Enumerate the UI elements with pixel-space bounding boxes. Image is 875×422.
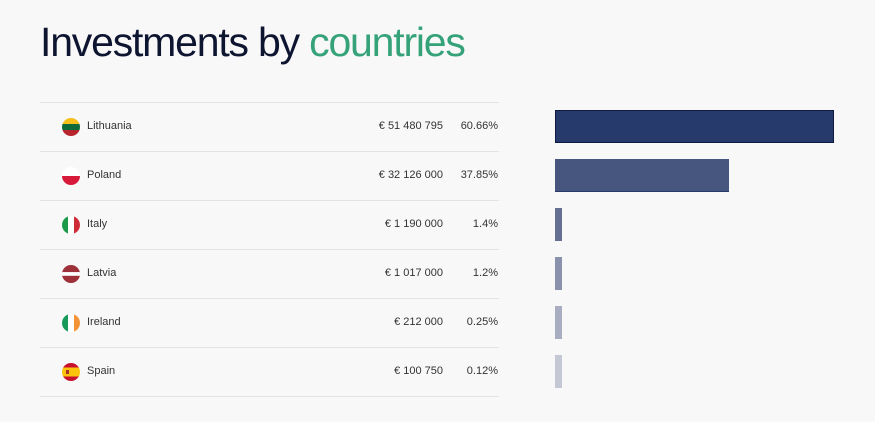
country-name: Poland [87, 169, 122, 181]
bar-chart [555, 102, 835, 396]
country-name: Spain [87, 365, 116, 377]
table-row: Italy € 1 190 000 1.4% [40, 201, 499, 250]
percent-value: 1.2% [472, 267, 498, 279]
table-row: Lithuania € 51 480 795 60.66% [40, 103, 499, 152]
percent-value: 60.66% [460, 120, 498, 132]
lithuania-flag-icon [62, 118, 80, 136]
amount-value: € 51 480 795 [378, 120, 443, 132]
countries-table: Lithuania € 51 480 795 60.66% Poland € 3… [40, 102, 499, 397]
bar-lithuania [555, 110, 834, 143]
ireland-flag-icon [62, 314, 80, 332]
bar-ireland [555, 306, 562, 339]
amount-value: € 1 190 000 [384, 218, 443, 230]
amount-value: € 100 750 [394, 365, 443, 377]
italy-flag-icon [62, 216, 80, 234]
bar-slot [555, 151, 835, 200]
bar-slot [555, 298, 835, 347]
bar-latvia [555, 257, 562, 290]
percent-value: 37.85% [460, 169, 498, 181]
latvia-flag-icon [62, 265, 80, 283]
country-name: Ireland [87, 316, 121, 328]
table-row: Ireland € 212 000 0.25% [40, 299, 499, 348]
bar-slot [555, 249, 835, 298]
amount-value: € 32 126 000 [378, 169, 443, 181]
country-name: Italy [87, 218, 108, 230]
table-row: Poland € 32 126 000 37.85% [40, 152, 499, 201]
bar-italy [555, 208, 562, 241]
amount-value: € 1 017 000 [384, 267, 443, 279]
bar-slot [555, 200, 835, 249]
title-main: Investments by [40, 19, 300, 65]
country-name: Lithuania [87, 120, 132, 132]
table-row: Spain € 100 750 0.12% [40, 348, 499, 397]
bar-poland [555, 159, 729, 192]
percent-value: 0.12% [466, 365, 498, 377]
poland-flag-icon [62, 167, 80, 185]
percent-value: 0.25% [466, 316, 498, 328]
bar-slot [555, 347, 835, 396]
page-title: Investments by countries [40, 16, 466, 68]
bar-spain [555, 355, 562, 388]
country-name: Latvia [87, 267, 117, 279]
title-accent: countries [309, 19, 466, 65]
spain-flag-icon [62, 363, 80, 381]
percent-value: 1.4% [472, 218, 498, 230]
table-row: Latvia € 1 017 000 1.2% [40, 250, 499, 299]
bar-slot [555, 102, 835, 151]
amount-value: € 212 000 [394, 316, 443, 328]
